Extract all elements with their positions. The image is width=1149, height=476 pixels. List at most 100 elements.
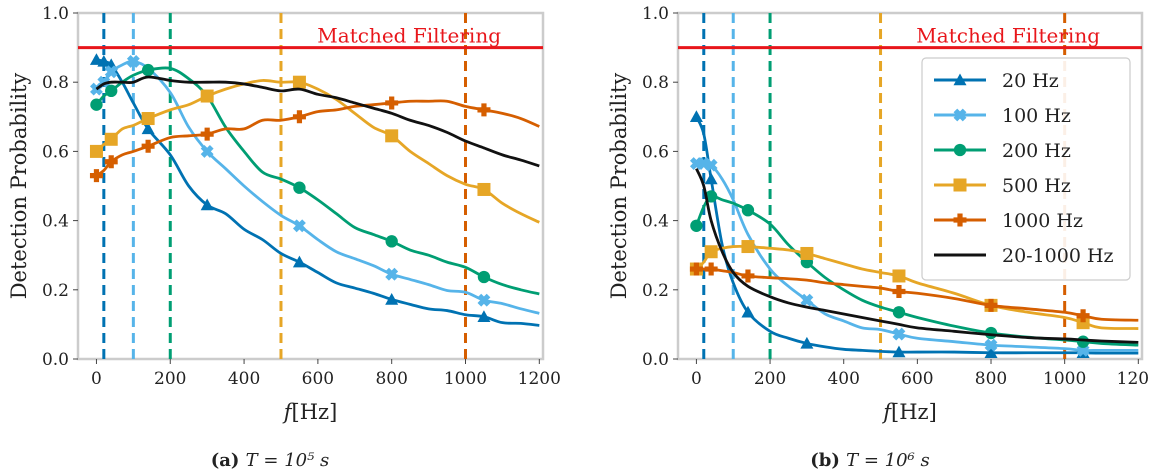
legend-label-1000: 1000 Hz — [1002, 210, 1083, 232]
x-axis-label: f[Hz] — [881, 400, 937, 424]
data-point-200 — [141, 63, 155, 77]
panel-caption: (a) T = 10⁵ s — [211, 450, 330, 471]
data-point-500 — [141, 112, 155, 126]
y-axis-label: Detection Probability — [607, 73, 631, 300]
data-point-1000 — [892, 285, 906, 299]
data-point-500 — [89, 144, 103, 158]
data-point-200 — [105, 84, 118, 98]
data-point-100 — [477, 293, 491, 307]
data-point-20 — [800, 336, 814, 349]
data-point-100 — [1076, 343, 1090, 357]
data-point-1000 — [292, 110, 306, 124]
legend-label-20: 20 Hz — [1002, 70, 1059, 92]
data-point-1000 — [984, 298, 998, 312]
x-axis-label: f[Hz] — [282, 400, 338, 424]
data-point-1000 — [89, 169, 103, 183]
data-point-200 — [690, 219, 703, 232]
data-point-500 — [704, 245, 718, 259]
plot-frame — [676, 11, 1144, 361]
panel-caption: (b) T = 10⁶ s — [810, 450, 930, 471]
data-point-500 — [385, 129, 399, 143]
y-tick-label: 0.4 — [642, 212, 669, 232]
y-axis-label: Detection Probability — [7, 73, 31, 300]
data-point-200 — [385, 235, 398, 248]
legend-label-100: 100 Hz — [1002, 105, 1071, 127]
legend-marker-1000 — [953, 213, 967, 227]
data-point-1000 — [385, 96, 399, 110]
series-line-1000 — [696, 267, 1139, 322]
legend-marker-20 — [953, 73, 967, 86]
data-point-200 — [477, 270, 491, 284]
x-tick-label: 200 — [754, 369, 786, 389]
data-point-500 — [104, 132, 118, 146]
data-point-1000 — [1076, 309, 1090, 323]
series-line-200 — [95, 66, 540, 296]
y-tick-label: 0.6 — [642, 142, 669, 162]
series-line-20 — [96, 58, 540, 327]
x-tick-label: 0 — [691, 369, 702, 389]
x-tick-label: 1000 — [444, 369, 487, 389]
data-point-20 — [385, 292, 399, 305]
data-point-1000 — [689, 262, 703, 276]
y-tick-label: 1.0 — [642, 4, 669, 24]
data-point-500 — [741, 240, 755, 254]
data-point-1000 — [104, 155, 118, 169]
data-point-20 — [477, 310, 491, 322]
y-tick-label: 0.8 — [642, 73, 669, 93]
legend-label-all: 20-1000 Hz — [1002, 245, 1114, 267]
legend-label-200: 200 Hz — [1002, 140, 1071, 162]
data-point-20 — [984, 346, 998, 358]
data-point-20 — [200, 198, 214, 211]
legend-marker-100 — [953, 108, 967, 122]
data-point-1000 — [741, 269, 755, 283]
y-tick-label: 0.2 — [42, 281, 69, 301]
data-point-20 — [892, 345, 906, 358]
data-point-1000 — [477, 103, 491, 117]
x-tick-label: 600 — [302, 369, 334, 389]
panel-a: 0.0 0.2 0.4 0.6 0.8 1.0 0 200 400 600 800 1000 1200 f… — [7, 4, 561, 471]
matched-filtering-label: Matched Filtering — [916, 24, 1100, 48]
legend-marker-200 — [953, 143, 967, 157]
y-tick-label: 1.0 — [42, 4, 69, 24]
data-point-1000 — [141, 139, 155, 153]
plot-frame — [76, 11, 545, 361]
legend-label-500: 500 Hz — [1002, 175, 1071, 197]
y-tick-label: 0.0 — [42, 350, 69, 370]
x-tick-label: 400 — [228, 369, 260, 389]
x-tick-label: 1200 — [1117, 369, 1149, 389]
data-point-20 — [97, 54, 111, 67]
x-tick-label: 200 — [154, 369, 186, 389]
y-tick-label: 0.2 — [642, 281, 669, 301]
x-tick-label: 800 — [375, 369, 407, 389]
x-tick-label: 0 — [91, 369, 102, 389]
data-point-20 — [292, 255, 306, 268]
data-point-20 — [704, 172, 718, 185]
data-point-500 — [477, 182, 491, 196]
data-point-500 — [892, 269, 906, 283]
series-line-all — [695, 168, 1139, 344]
data-point-100 — [984, 338, 998, 352]
data-point-100 — [126, 55, 140, 68]
series-line-100 — [696, 161, 1139, 352]
data-point-20 — [89, 53, 103, 65]
y-tick-label: 0.4 — [42, 212, 69, 232]
data-point-100 — [292, 219, 306, 233]
panel-b: 0.0 0.2 0.4 0.6 0.8 1.0 0 200 400 600 800 1000 1200 f… — [607, 4, 1149, 471]
data-point-100 — [200, 144, 214, 158]
data-point-100 — [892, 327, 906, 341]
data-point-500 — [200, 89, 214, 103]
x-tick-label: 400 — [827, 369, 859, 389]
x-tick-label: 1000 — [1043, 369, 1086, 389]
data-point-20 — [741, 305, 755, 318]
data-point-500 — [800, 246, 814, 260]
data-point-100 — [704, 158, 718, 172]
data-point-200 — [293, 181, 306, 194]
matched-filtering-label: Matched Filtering — [317, 24, 501, 48]
y-tick-label: 0.8 — [42, 73, 69, 93]
series-line-all — [95, 75, 540, 168]
y-tick-label: 0.0 — [642, 350, 669, 370]
data-point-1000 — [200, 127, 214, 141]
data-point-100 — [385, 267, 399, 281]
data-point-200 — [741, 204, 755, 217]
